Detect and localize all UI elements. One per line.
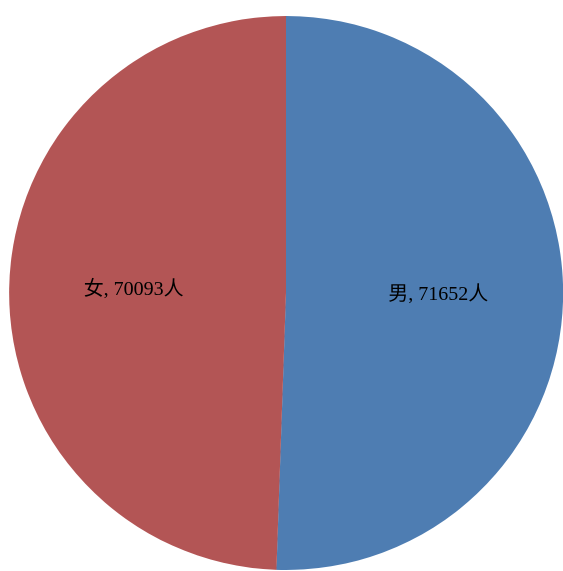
- pie-slices: [9, 16, 563, 570]
- pie-slice-male: [276, 16, 563, 570]
- pie-labels: 男, 71652人 女, 70093人: [84, 277, 489, 305]
- pie-label-female: 女, 70093人: [84, 277, 184, 300]
- pie-label-male: 男, 71652人: [388, 282, 488, 305]
- pie-slice-female: [9, 16, 286, 570]
